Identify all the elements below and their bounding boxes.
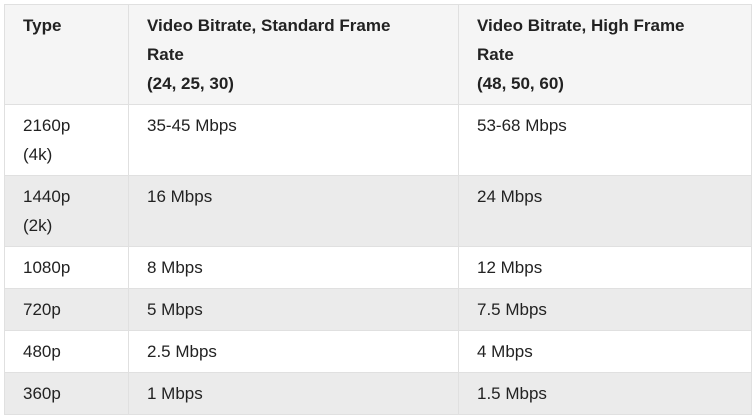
cell-standard-bitrate: 16 Mbps [128, 175, 459, 247]
cell-high-bitrate: 53-68 Mbps [458, 104, 752, 176]
table-row: 1080p 8 Mbps 12 Mbps [4, 246, 752, 289]
cell-standard-bitrate: 1 Mbps [128, 372, 459, 415]
bitrate-table: Type Video Bitrate, Standard Frame Rate (24… [4, 4, 752, 415]
cell-standard-bitrate: 5 Mbps [128, 288, 459, 331]
column-header-standard-frame-rate: Video Bitrate, Standard Frame Rate (24, 25… [128, 4, 459, 105]
cell-type: 2160p (4k) [4, 104, 129, 176]
cell-high-bitrate: 12 Mbps [458, 246, 752, 289]
type-line: 1080p [23, 258, 71, 277]
type-line: (2k) [23, 216, 53, 235]
cell-type: 720p [4, 288, 129, 331]
header-line: Video Bitrate, High Frame [477, 16, 685, 35]
cell-high-bitrate: 7.5 Mbps [458, 288, 752, 331]
header-line: Rate [477, 45, 514, 64]
header-row: Type Video Bitrate, Standard Frame Rate (24… [4, 4, 752, 105]
cell-standard-bitrate: 2.5 Mbps [128, 330, 459, 373]
type-line: 480p [23, 342, 61, 361]
cell-type: 1440p (2k) [4, 175, 129, 247]
type-line: (4k) [23, 145, 53, 164]
cell-high-bitrate: 4 Mbps [458, 330, 752, 373]
type-line: 1440p [23, 187, 71, 206]
table-row: 360p 1 Mbps 1.5 Mbps [4, 372, 752, 415]
header-line: Type [23, 16, 62, 35]
header-line: (48, 50, 60) [477, 74, 564, 93]
type-line: 2160p [23, 116, 71, 135]
cell-standard-bitrate: 35-45 Mbps [128, 104, 459, 176]
type-line: 360p [23, 384, 61, 403]
table-row: 2160p (4k) 35-45 Mbps 53-68 Mbps [4, 104, 752, 176]
cell-high-bitrate: 1.5 Mbps [458, 372, 752, 415]
cell-type: 1080p [4, 246, 129, 289]
column-header-high-frame-rate: Video Bitrate, High Frame Rate (48, 50, 60… [458, 4, 752, 105]
cell-type: 480p [4, 330, 129, 373]
header-line: Video Bitrate, Standard Frame [147, 16, 391, 35]
cell-standard-bitrate: 8 Mbps [128, 246, 459, 289]
column-header-type: Type [4, 4, 129, 105]
cell-high-bitrate: 24 Mbps [458, 175, 752, 247]
header-line: (24, 25, 30) [147, 74, 234, 93]
header-line: Rate [147, 45, 184, 64]
type-line: 720p [23, 300, 61, 319]
table-row: 1440p (2k) 16 Mbps 24 Mbps [4, 175, 752, 247]
cell-type: 360p [4, 372, 129, 415]
table-row: 720p 5 Mbps 7.5 Mbps [4, 288, 752, 331]
table-row: 480p 2.5 Mbps 4 Mbps [4, 330, 752, 373]
